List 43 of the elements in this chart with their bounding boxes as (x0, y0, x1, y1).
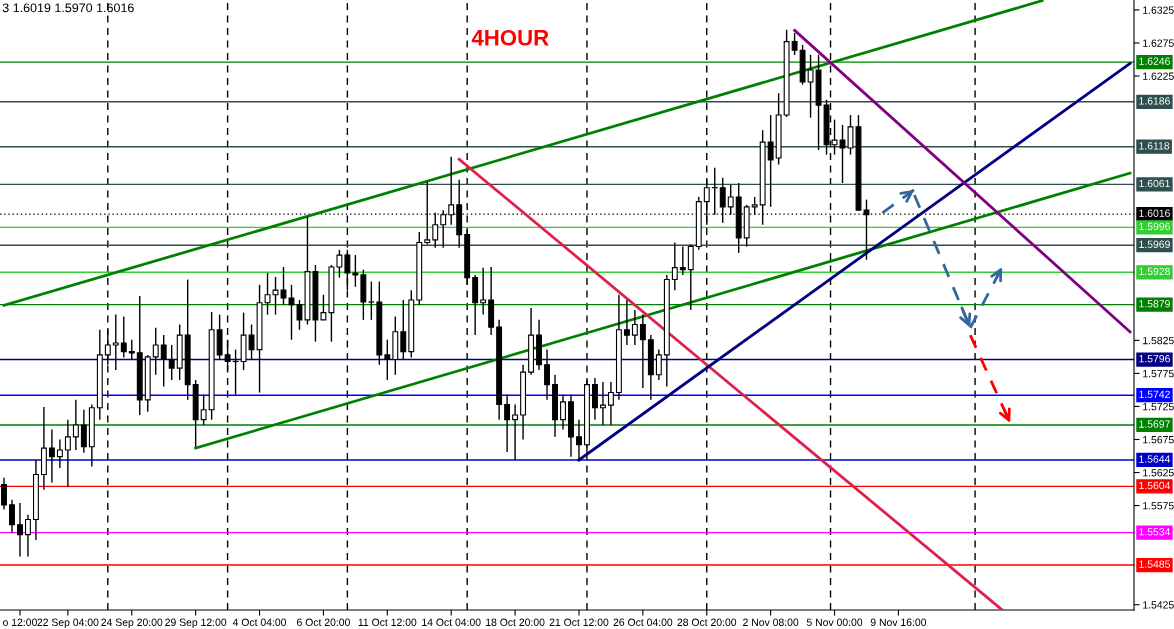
x-tick-label: 14 Oct 04:00 (422, 618, 481, 626)
x-tick-label: 2 Nov 08:00 (743, 618, 799, 626)
ref-line-label: 1.5742 (1139, 390, 1170, 399)
ref-line-label: 1.5996 (1139, 222, 1170, 231)
x-tick-label: 29 Sep 12:00 (165, 618, 227, 629)
y-tick-label: 1.5675 (1143, 435, 1174, 444)
y-tick-label: 1.6275 (1143, 39, 1174, 47)
y-tick-label: 1.5625 (1143, 469, 1174, 477)
y-tick-label: 1.6225 (1143, 72, 1174, 80)
x-tick-label: 28 Oct 20:00 (677, 618, 737, 626)
ref-line-label: 1.6016 (1139, 209, 1170, 217)
ref-line-label: 1.5644 (1139, 455, 1171, 463)
ref-line-label: 1.5796 (1139, 354, 1170, 363)
y-tick-label: 1.5825 (1143, 336, 1174, 345)
y-tick-label: 1.5725 (1143, 402, 1174, 411)
x-tick-label: o 12:00 (3, 618, 37, 626)
ref-line-label: 1.5969 (1139, 240, 1170, 248)
x-tick-label: 11 Oct 12:00 (358, 618, 417, 626)
ref-line-label: 1.6118 (1139, 142, 1170, 150)
ref-line-label: 1.5879 (1139, 300, 1170, 308)
x-tick-label: 22 Sep 04:00 (37, 618, 99, 629)
y-tick-label: 1.5575 (1143, 502, 1174, 510)
ref-line-label: 1.5697 (1139, 420, 1170, 428)
ref-line-label: 1.5534 (1139, 528, 1171, 536)
x-tick-label: 24 Sep 20:00 (101, 618, 163, 629)
ref-line-label: 1.5928 (1139, 267, 1170, 276)
x-tick-label: 26 Oct 04:00 (613, 618, 673, 626)
y-tick-label: 1.5425 (1143, 601, 1174, 609)
ref-line-label: 1.5604 (1139, 481, 1171, 490)
x-tick-label: 5 Nov 00:00 (806, 618, 863, 626)
annotation: 3 1.6019 1.5970 1.6016 (2, 3, 134, 13)
x-tick-label: 6 Oct 20:00 (297, 618, 350, 626)
x-tick-label: 21 Oct 12:00 (549, 618, 609, 626)
text: 4HOUR (471, 29, 549, 46)
ref-line-label: 1.6246 (1139, 57, 1170, 65)
x-tick-label: 18 Oct 20:00 (486, 618, 545, 626)
x-tick-label: 9 Nov 16:00 (870, 618, 927, 626)
y-tick-label: 1.6325 (1143, 6, 1174, 14)
ref-line-label: 1.6061 (1139, 179, 1170, 188)
x-tick-label: 4 Oct 04:00 (232, 618, 287, 626)
y-tick-label: 1.5775 (1143, 370, 1174, 378)
ref-line-label: 1.6186 (1139, 97, 1170, 105)
ref-line-label: 1.5485 (1139, 560, 1170, 568)
